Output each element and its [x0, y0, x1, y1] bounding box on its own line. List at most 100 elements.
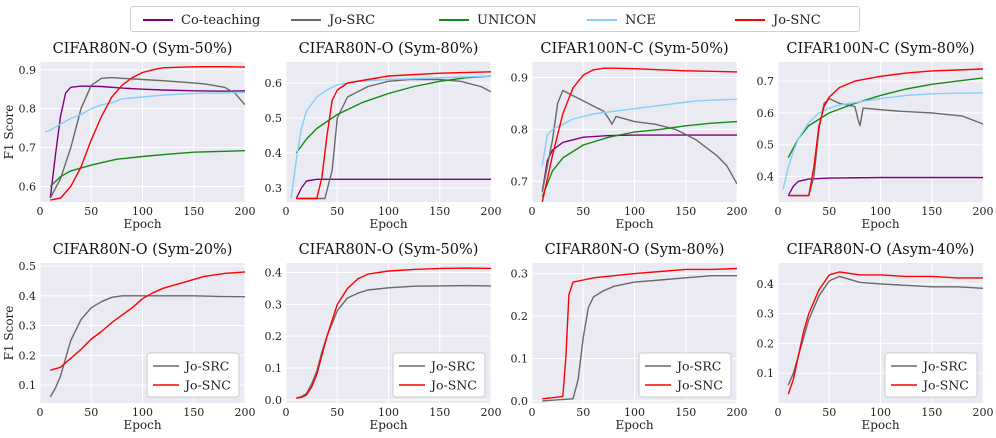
legend-label: Co-teaching — [181, 12, 261, 28]
series-line — [50, 65, 245, 201]
series-line — [49, 85, 245, 199]
panel-legend-label: Jo-SRC — [429, 359, 475, 374]
x-axis-label: Epoch — [861, 418, 899, 432]
panel-legend-label: Jo-SNC — [429, 378, 477, 393]
series-line — [295, 75, 491, 154]
x-tick-label: 200 — [973, 406, 994, 419]
legend-label: UNICON — [477, 12, 537, 28]
y-tick-label: 0.3 — [265, 182, 283, 195]
x-tick-label: 100 — [624, 406, 645, 419]
y-tick-label: 0.5 — [19, 260, 37, 273]
series-line — [49, 76, 245, 199]
series-line — [290, 75, 491, 199]
panel-legend-label: Jo-SNC — [921, 378, 969, 393]
x-tick-label: 0 — [283, 406, 290, 419]
x-tick-label: 150 — [429, 406, 450, 419]
panel-legend-label: Jo-SRC — [183, 359, 229, 374]
chart-title: CIFAR80N-O (Sym-50%) — [299, 242, 479, 258]
panel-legend-box — [146, 352, 240, 398]
series-line — [782, 92, 983, 190]
x-tick-label: 100 — [624, 205, 645, 218]
y-tick-label: 0.1 — [757, 367, 775, 380]
chart-panel: 0 50 100 150 200 0.0 0.1 0.2 0.3 0.4 CIFAR80N-O (S… — [265, 242, 502, 432]
legend-swatch — [735, 19, 765, 21]
y-tick-label: 0.3 — [265, 298, 283, 311]
x-tick-label: 150 — [675, 406, 696, 419]
legend-label: Jo-SRC — [329, 12, 376, 28]
y-tick-label: 0.2 — [511, 310, 529, 323]
y-tick-label: 0.2 — [757, 337, 775, 350]
x-tick-label: 50 — [822, 205, 836, 218]
legend-item: NCE — [587, 11, 656, 29]
x-axis-label: Epoch — [861, 217, 899, 231]
legend-item: Jo-SNC — [735, 11, 821, 29]
y-tick-label: 0.3 — [511, 268, 529, 281]
x-tick-label: 0 — [775, 205, 782, 218]
y-axis-label: F1 Score — [2, 105, 16, 160]
legend-swatch — [291, 19, 321, 21]
y-tick-label: 0.7 — [511, 175, 529, 188]
x-tick-label: 200 — [481, 406, 502, 419]
panel-legend-box — [638, 352, 732, 398]
x-tick-label: 0 — [529, 406, 536, 419]
legend-label: Jo-SNC — [773, 12, 821, 28]
series-line — [787, 176, 983, 196]
series-line — [541, 98, 737, 166]
y-tick-label: 0.0 — [265, 394, 283, 407]
x-axis-label: Epoch — [615, 217, 653, 231]
x-tick-label: 100 — [870, 406, 891, 419]
chart-panel: 0 50 100 150 200 0.1 0.2 0.3 0.4 CIFAR80N-O (Asym… — [757, 242, 994, 432]
series-line — [44, 91, 245, 133]
series-line — [49, 295, 245, 398]
y-tick-label: 0.4 — [265, 267, 283, 280]
chart-title: CIFAR100N-C (Sym-80%) — [786, 41, 974, 57]
x-tick-label: 100 — [378, 406, 399, 419]
legend-swatch — [143, 19, 173, 21]
series-line — [788, 97, 983, 197]
series-line — [542, 267, 737, 400]
series-line — [295, 178, 491, 199]
x-axis-label: Epoch — [369, 217, 407, 231]
x-tick-label: 50 — [822, 406, 836, 419]
x-tick-label: 200 — [481, 205, 502, 218]
x-tick-label: 150 — [183, 406, 204, 419]
y-tick-label: 0.1 — [511, 352, 529, 365]
chart-title: CIFAR80N-O (Sym-80%) — [299, 41, 479, 57]
y-tick-label: 0.2 — [19, 349, 37, 362]
x-tick-label: 200 — [727, 406, 748, 419]
y-tick-label: 0.3 — [757, 308, 775, 321]
y-tick-label: 0.7 — [19, 142, 37, 155]
panel-legend-box — [392, 352, 486, 398]
x-axis-label: Epoch — [123, 418, 161, 432]
x-tick-label: 100 — [132, 406, 153, 419]
series-line — [296, 284, 491, 399]
panel-legend-label: Jo-SNC — [183, 378, 231, 393]
series-line — [787, 271, 983, 395]
legend-swatch — [587, 19, 617, 21]
x-tick-label: 100 — [870, 205, 891, 218]
x-tick-label: 0 — [37, 406, 44, 419]
chart-panel: 0 50 100 150 200 0.7 0.8 0.9 CIFAR100N-C (Sym-50… — [511, 41, 748, 231]
chart-panel: 0 50 100 150 200 0.4 0.5 0.6 0.7 CIFAR100N-C (Sym… — [757, 41, 994, 231]
panel-legend-label: Jo-SRC — [675, 359, 721, 374]
x-tick-label: 200 — [235, 205, 256, 218]
x-tick-label: 150 — [675, 205, 696, 218]
series-line — [296, 78, 491, 200]
series-line — [49, 150, 245, 187]
y-tick-label: 0.6 — [757, 107, 775, 120]
y-axis-label: F1 Score — [2, 306, 16, 361]
chart-title: CIFAR100N-C (Sym-50%) — [540, 41, 728, 57]
x-tick-label: 200 — [973, 205, 994, 218]
legend-swatch — [439, 19, 469, 21]
x-tick-label: 150 — [183, 205, 204, 218]
series-line — [296, 71, 491, 200]
x-tick-label: 50 — [330, 205, 344, 218]
y-tick-label: 0.1 — [265, 362, 283, 375]
y-tick-label: 0.2 — [265, 330, 283, 343]
series-line — [541, 89, 737, 192]
y-tick-label: 0.1 — [19, 379, 37, 392]
y-tick-label: 0.4 — [265, 147, 283, 160]
x-tick-label: 0 — [529, 205, 536, 218]
y-tick-label: 0.6 — [19, 180, 37, 193]
